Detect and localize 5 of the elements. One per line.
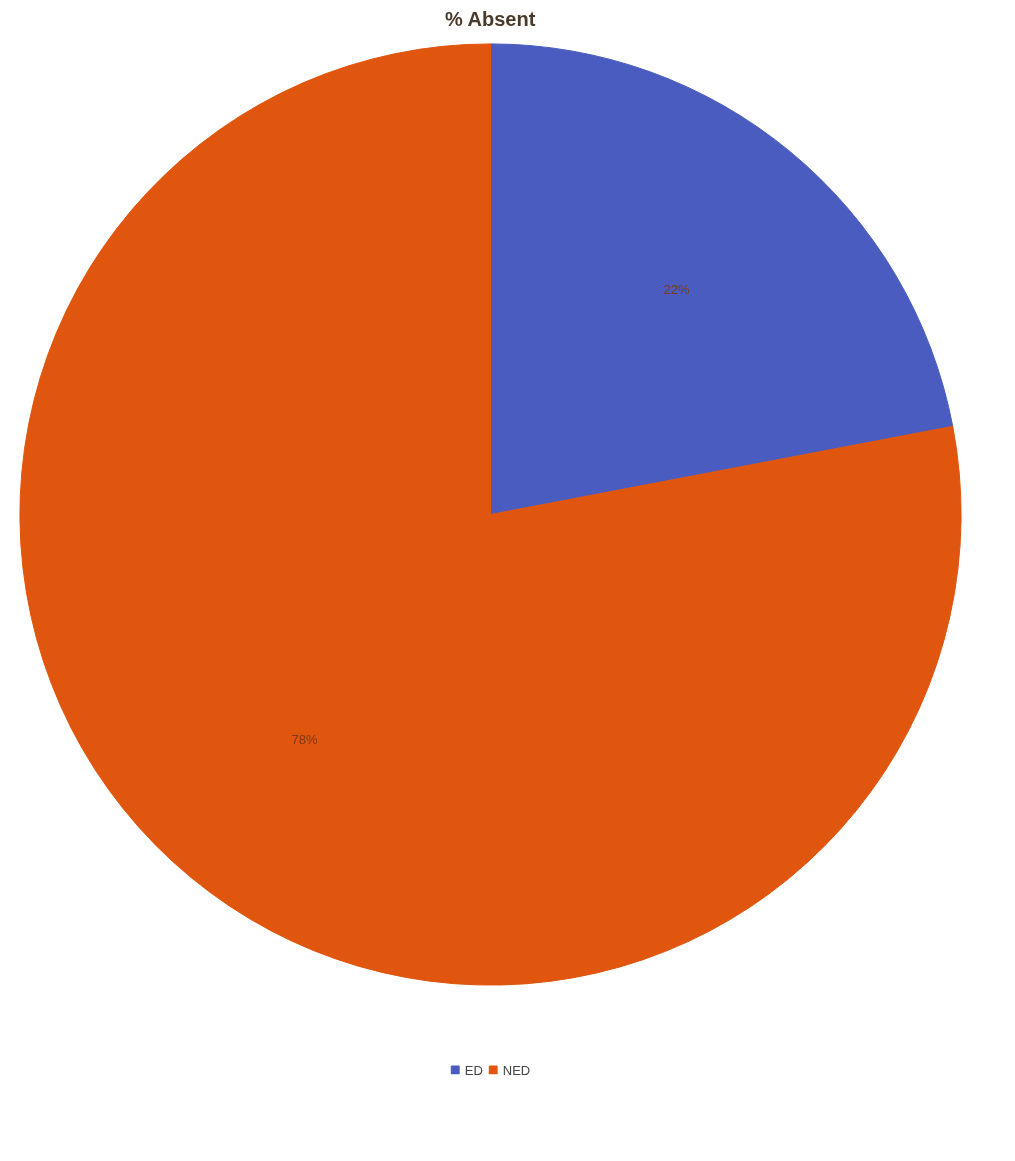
chart-title: % Absent [444,7,536,30]
data-label: 22% [663,282,690,298]
legend-label: ED [464,1062,484,1078]
data-label: 78% [291,731,318,747]
legend-label: NED [502,1062,531,1078]
